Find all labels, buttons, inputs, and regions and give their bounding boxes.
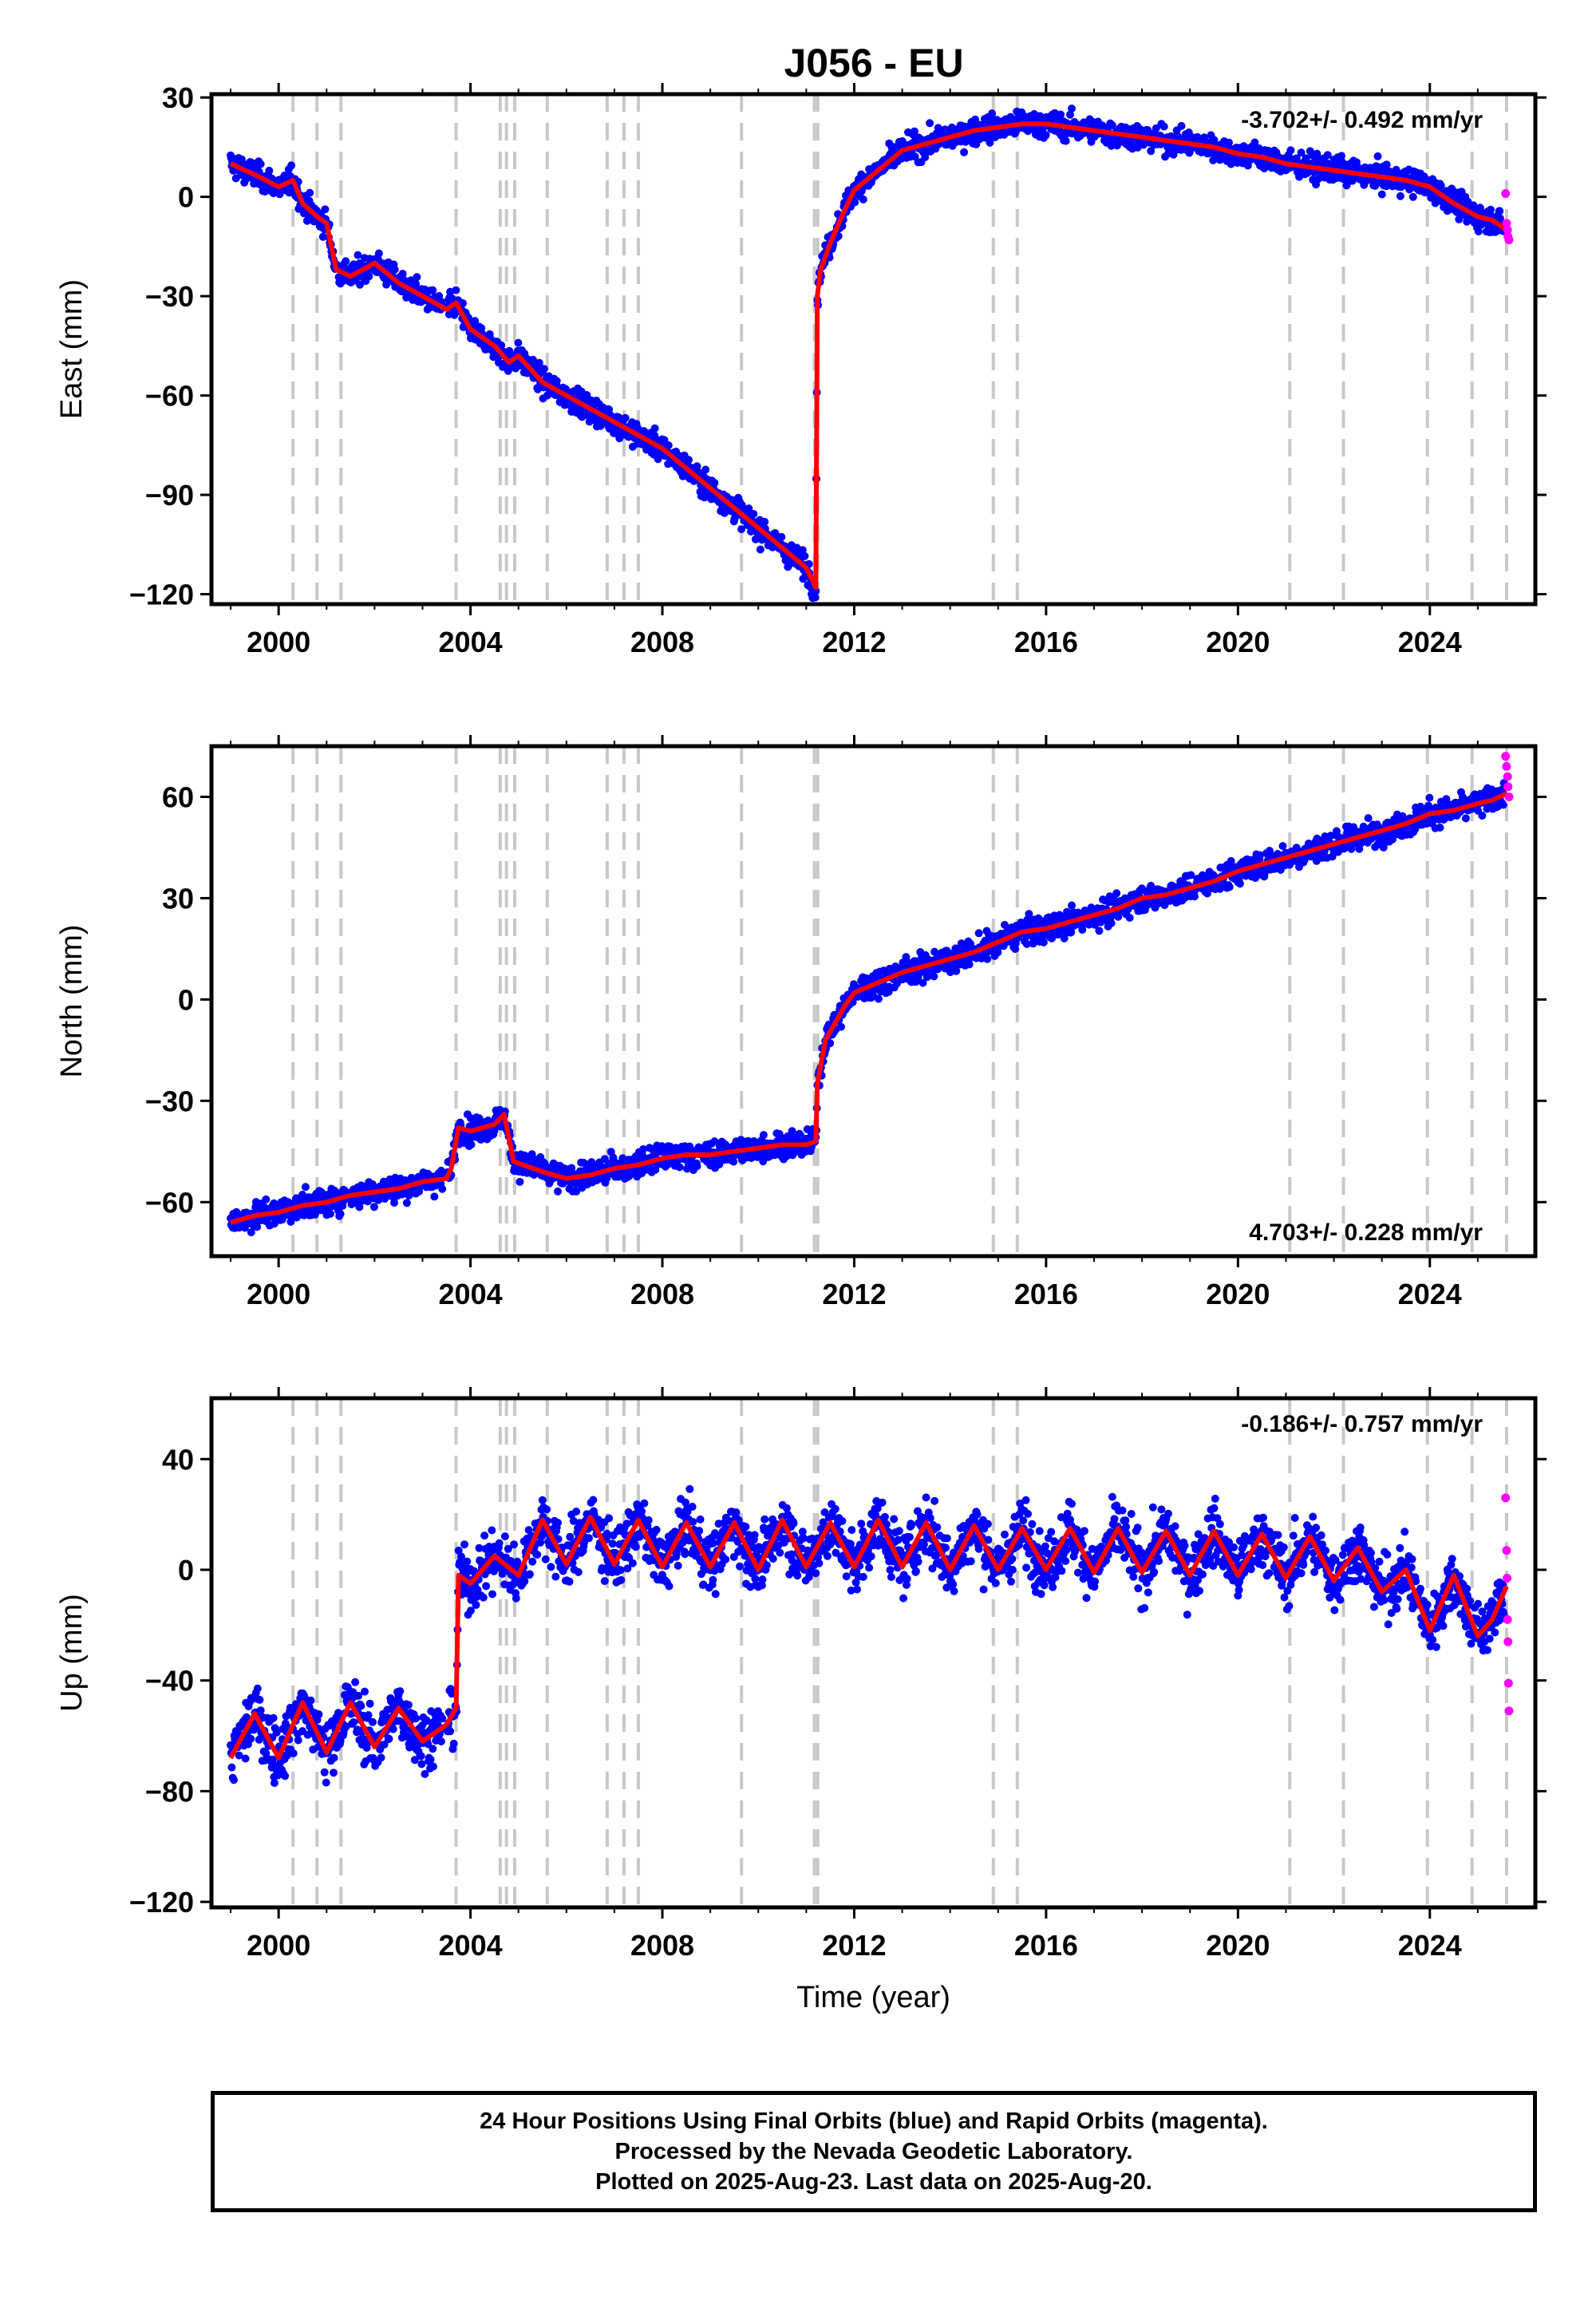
plot-area bbox=[227, 1398, 1514, 1907]
rapid-orbit-point bbox=[1502, 1546, 1511, 1555]
model-fit-line bbox=[230, 791, 1508, 1225]
y-tick-label: −80 bbox=[145, 1775, 194, 1808]
rapid-orbit-point bbox=[1501, 1493, 1511, 1503]
rapid-orbit-point bbox=[1503, 1637, 1513, 1646]
x-tick-label: 2020 bbox=[1206, 626, 1270, 658]
panel-1: 2000 2004 2008 2012 2016 2020 2024 30 0 −30 −60 −90… bbox=[55, 81, 1547, 658]
rapid-orbit-point bbox=[1504, 1706, 1514, 1716]
x-tick-label: 2000 bbox=[247, 1929, 310, 1962]
y-tick-label: 0 bbox=[178, 983, 194, 1016]
x-tick-label: 2016 bbox=[1014, 1278, 1078, 1310]
x-tick-label: 2024 bbox=[1398, 1278, 1462, 1310]
x-tick-label: 2012 bbox=[822, 626, 886, 658]
panel-3: 2000 2004 2008 2012 2016 2020 2024 40 0 −40 −80 −12… bbox=[55, 1387, 1547, 2014]
plot-frame bbox=[209, 744, 1538, 1259]
y-tick-label: 0 bbox=[178, 1554, 194, 1587]
model-fit-line bbox=[228, 1515, 1509, 1761]
plot-frame bbox=[209, 92, 1538, 607]
final-orbit-points bbox=[227, 105, 1508, 603]
y-tick-label: −30 bbox=[145, 280, 194, 313]
rapid-orbit-point bbox=[1503, 1614, 1512, 1624]
x-tick-label: 2008 bbox=[630, 1278, 694, 1310]
y-axis-label: North (mm) bbox=[55, 924, 89, 1077]
x-tick-label: 2016 bbox=[1014, 1929, 1078, 1962]
y-axis-label: Up (mm) bbox=[55, 1594, 89, 1712]
y-axis-label: East (mm) bbox=[55, 279, 89, 419]
rapid-orbit-point bbox=[1503, 225, 1512, 235]
y-tick-label: −120 bbox=[129, 1886, 194, 1919]
y-tick-label: −60 bbox=[145, 1186, 194, 1219]
processing-info-box: 24 Hour Positions Using Final Orbits (bl… bbox=[211, 2091, 1537, 2212]
velocity-rate-label: 4.703+/- 0.228 mm/yr bbox=[1249, 1219, 1483, 1246]
x-tick-label: 2000 bbox=[247, 1278, 310, 1310]
x-tick-label: 2016 bbox=[1014, 626, 1078, 658]
y-tick-label: 40 bbox=[162, 1443, 194, 1476]
y-tick-label: −120 bbox=[129, 579, 194, 611]
rapid-orbit-point bbox=[1503, 782, 1513, 792]
rapid-orbit-point bbox=[1504, 792, 1514, 801]
x-tick-label: 2004 bbox=[439, 1929, 503, 1962]
y-tick-label: −40 bbox=[145, 1665, 194, 1697]
y-tick-label: 30 bbox=[162, 81, 194, 114]
y-tick-label: −30 bbox=[145, 1085, 194, 1117]
x-tick-label: 2020 bbox=[1206, 1929, 1270, 1962]
x-tick-label: 2008 bbox=[630, 626, 694, 658]
footer-line-3: Plotted on 2025-Aug-23. Last data on 202… bbox=[595, 2169, 1152, 2195]
rapid-orbit-point bbox=[1503, 1678, 1513, 1688]
x-tick-label: 2012 bbox=[822, 1929, 886, 1962]
rapid-orbit-point bbox=[1504, 235, 1514, 245]
x-tick-label: 2020 bbox=[1206, 1278, 1270, 1310]
plot-area bbox=[227, 94, 1514, 604]
rapid-orbit-point bbox=[1503, 772, 1512, 781]
rapid-orbit-point bbox=[1503, 1573, 1512, 1583]
panel-2: 2000 2004 2008 2012 2016 2020 2024 60 30 0 −30 −60 N… bbox=[55, 735, 1547, 1310]
x-tick-label: 2024 bbox=[1398, 626, 1462, 658]
footer-line-2: Processed by the Nevada Geodetic Laborat… bbox=[614, 2139, 1133, 2164]
velocity-rate-label: -0.186+/- 0.757 mm/yr bbox=[1241, 1411, 1483, 1437]
x-tick-label: 2008 bbox=[630, 1929, 694, 1962]
y-tick-label: 30 bbox=[162, 882, 194, 915]
x-tick-label: 2012 bbox=[822, 1278, 886, 1310]
y-tick-label: 60 bbox=[162, 781, 194, 813]
footer-line-1: 24 Hour Positions Using Final Orbits (bl… bbox=[480, 2109, 1268, 2134]
chart-title: J056 - EU bbox=[784, 41, 963, 85]
x-tick-label: 2004 bbox=[439, 1278, 503, 1310]
velocity-rate-label: -3.702+/- 0.492 mm/yr bbox=[1241, 107, 1483, 133]
rapid-orbit-point bbox=[1502, 761, 1511, 771]
x-tick-label: 2004 bbox=[439, 626, 503, 658]
plot-area bbox=[227, 746, 1514, 1256]
y-tick-label: 0 bbox=[178, 181, 194, 214]
model-fit-line bbox=[229, 121, 1508, 591]
y-tick-label: −90 bbox=[145, 479, 194, 512]
x-tick-label: 2000 bbox=[247, 626, 310, 658]
plot-frame bbox=[209, 1396, 1538, 1910]
y-tick-label: −60 bbox=[145, 380, 194, 413]
rapid-orbit-point bbox=[1501, 752, 1511, 761]
x-tick-label: 2024 bbox=[1398, 1929, 1462, 1962]
rapid-orbit-point bbox=[1501, 188, 1511, 198]
rapid-orbit-point bbox=[1502, 219, 1511, 228]
x-axis-label: Time (year) bbox=[796, 1981, 950, 2014]
